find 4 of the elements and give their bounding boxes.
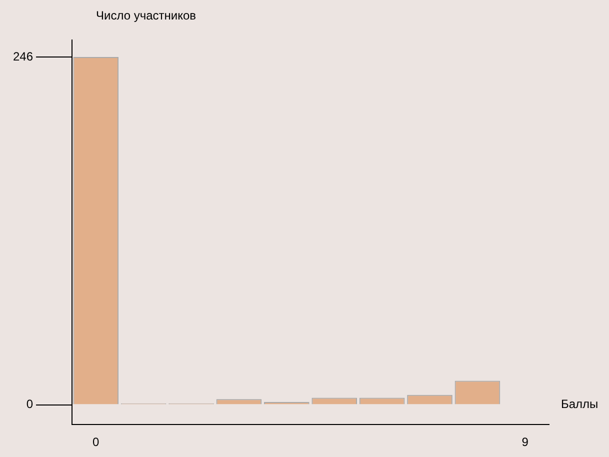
y-tick-label: 246	[12, 49, 34, 64]
x-tick-label: 9	[522, 435, 529, 450]
y-axis-title: Число участников	[96, 8, 196, 22]
x-axis-title: Баллы	[561, 397, 598, 412]
